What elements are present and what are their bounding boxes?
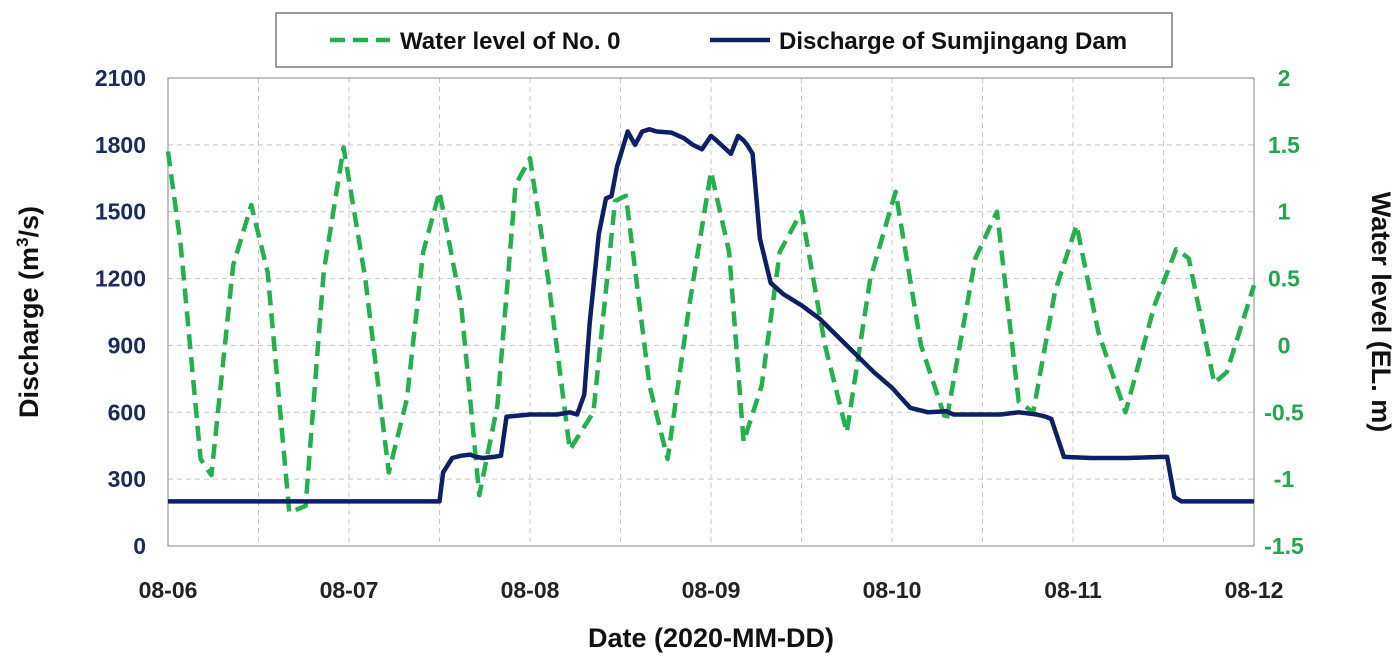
x-axis-ticks: 08-06 08-07 08-08 08-09 08-10 08-11 08-12: [139, 577, 1284, 603]
right-tick-label: -0.5: [1264, 399, 1304, 425]
right-tick-label: 1.5: [1268, 132, 1300, 158]
series-line-water-level: [165, 145, 1257, 515]
left-axis-title-unit: /s): [14, 206, 44, 238]
series-line-discharge: [168, 127, 1254, 504]
x-tick-label: 08-11: [1044, 577, 1102, 603]
x-tick-label: 08-07: [320, 577, 379, 603]
x-tick-label: 08-12: [1225, 577, 1284, 603]
x-tick-label: 08-10: [863, 577, 922, 603]
left-tick-label: 1200: [95, 266, 146, 292]
legend-label-discharge: Discharge of Sumjingang Dam: [779, 28, 1127, 55]
right-axis-ticks: -1.5 -1 -0.5 0 0.5 1 1.5 2: [1264, 65, 1304, 559]
left-axis-title-superscript: 3: [13, 237, 32, 246]
right-tick-label: 2: [1278, 65, 1291, 91]
x-axis-title: Date (2020-MM-DD): [588, 623, 834, 653]
right-tick-label: -1: [1274, 466, 1295, 492]
plot-frame: [167, 77, 1255, 547]
right-axis-title: Water level (EL. m): [1366, 192, 1396, 433]
right-tick-label: 0.5: [1268, 266, 1300, 292]
legend-label-water-level: Water level of No. 0: [400, 28, 621, 55]
x-tick-label: 08-08: [501, 577, 560, 603]
left-tick-label: 900: [108, 332, 146, 358]
vertical-gridlines: [258, 78, 1164, 546]
left-tick-label: 300: [108, 466, 146, 492]
left-axis-ticks: 0 300 600 900 1200 1500 1800 2100: [95, 65, 146, 559]
right-tick-label: 1: [1278, 199, 1291, 225]
left-tick-label: 1800: [95, 132, 146, 158]
right-tick-label: -1.5: [1264, 533, 1304, 559]
left-tick-label: 1500: [95, 199, 146, 225]
left-tick-label: 600: [108, 399, 146, 425]
right-tick-label: 0: [1278, 332, 1291, 358]
left-axis-title: Discharge (m3/s): [13, 206, 44, 418]
legend: Water level of No. 0 Discharge of Sumjin…: [275, 12, 1173, 68]
x-tick-label: 08-09: [682, 577, 741, 603]
left-tick-label: 2100: [95, 65, 146, 91]
x-tick-label: 08-06: [139, 577, 198, 603]
left-axis-title-main: Discharge (m: [14, 247, 44, 418]
left-tick-label: 0: [133, 533, 146, 559]
